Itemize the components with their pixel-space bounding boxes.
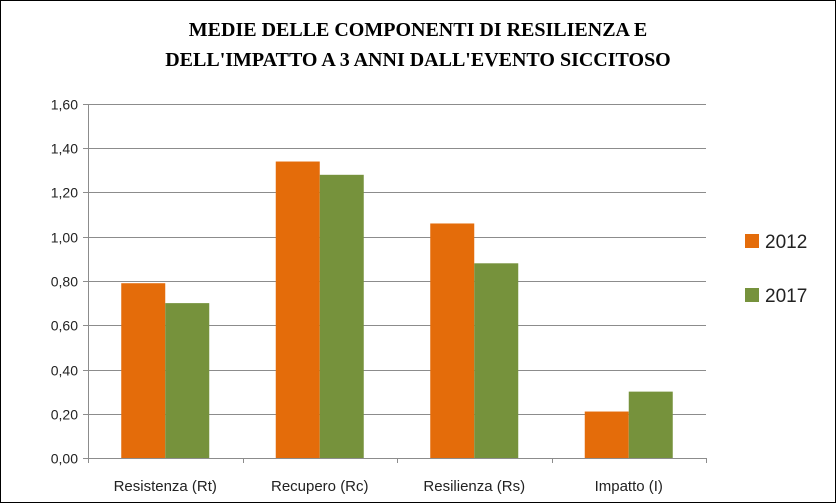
y-tick-label: 0,40: [51, 363, 78, 379]
y-tick-label: 1,40: [51, 141, 78, 157]
x-category-label: Resilienza (Rs): [423, 478, 525, 495]
bar-2017-4: [628, 391, 673, 458]
y-tick-label: 0,20: [51, 407, 78, 423]
legend-label-2017: 2017: [765, 286, 807, 307]
bar-2017-2: [319, 174, 364, 459]
bar-2012-4: [584, 411, 629, 458]
x-category-label: Recupero (Rc): [271, 478, 369, 495]
legend-label-2012: 2012: [765, 232, 807, 253]
y-tick-label: 1,20: [51, 185, 78, 201]
x-category-label: Resistenza (Rt): [114, 478, 217, 495]
legend: 2012 2017: [745, 232, 807, 307]
legend-swatch-2012: [745, 234, 759, 248]
x-axis-labels: Resistenza (Rt) Recupero (Rc) Resilienza (…: [114, 478, 663, 495]
axes: [88, 104, 707, 463]
chart-title-line-2: DELL'IMPATTO A 3 ANNI DALL'EVENTO SICCIT…: [165, 49, 671, 71]
chart-title-line-1: MEDIE DELLE COMPONENTI DI RESILIENZA E: [189, 19, 647, 41]
x-category-label: Impatto (I): [595, 478, 663, 495]
bar-2017-1: [165, 303, 210, 458]
y-tick-label: 1,60: [51, 97, 78, 113]
legend-swatch-2017: [745, 288, 759, 302]
y-tick-label: 0,00: [51, 451, 78, 467]
y-tick-label: 0,80: [51, 274, 78, 290]
bar-2017-3: [474, 263, 519, 458]
bar-2012-2: [275, 161, 320, 458]
y-tick-label: 1,00: [51, 230, 78, 246]
bars: [121, 161, 673, 459]
y-axis-ticks: 0,00 0,20 0,40 0,60 0,80 1,00 1,20 1,40 1,60: [51, 97, 88, 467]
bar-2012-1: [121, 283, 166, 458]
bar-2012-3: [430, 223, 475, 458]
y-tick-label: 0,60: [51, 318, 78, 334]
